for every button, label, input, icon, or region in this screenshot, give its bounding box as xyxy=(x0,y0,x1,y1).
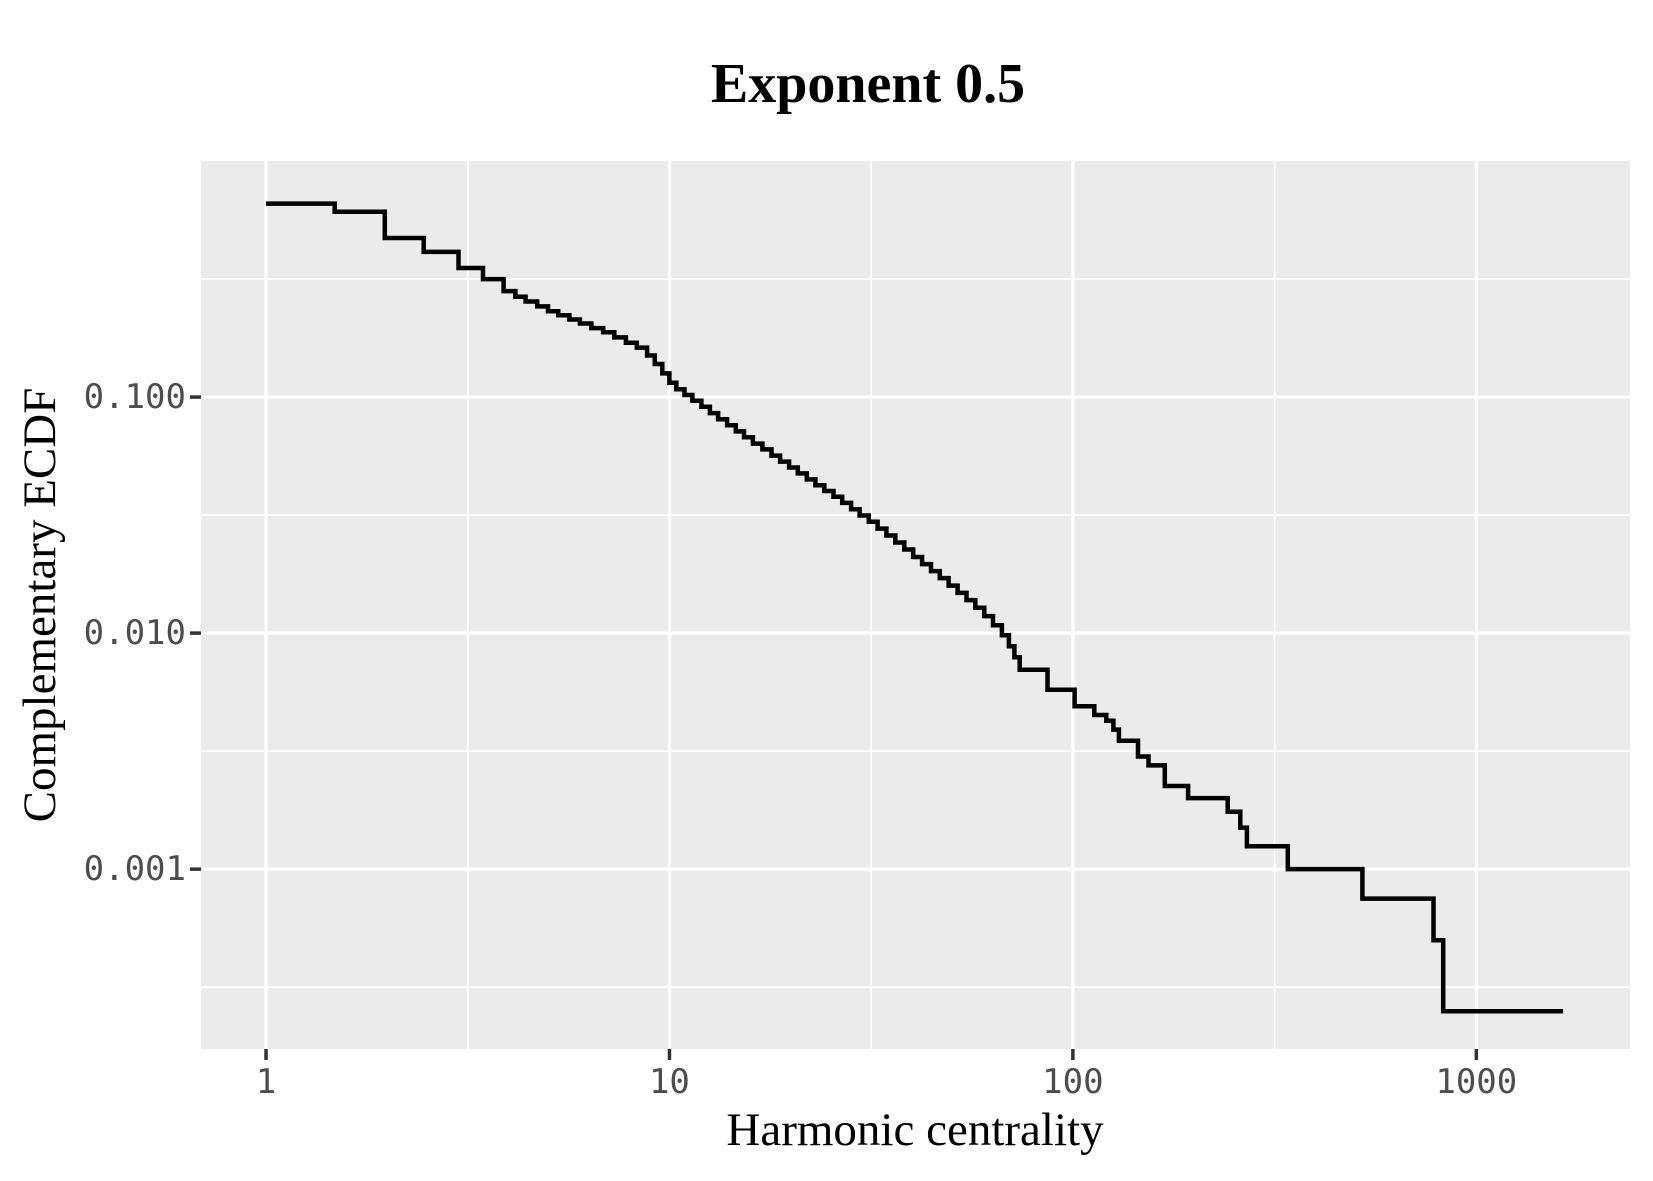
plot-panel xyxy=(201,161,1630,1049)
x-tick-label: 1000 xyxy=(1435,1062,1518,1102)
y-tick-label: 0.010 xyxy=(83,613,186,654)
x-tick-label: 1 xyxy=(255,1062,277,1102)
ccdf-curve xyxy=(266,201,1564,1014)
y-tick-label: 0.100 xyxy=(83,377,186,418)
y-axis-title: Complementary ECDF xyxy=(14,387,66,823)
x-axis-title: Harmonic centrality xyxy=(726,1104,1104,1156)
x-tick-label: 10 xyxy=(648,1062,690,1102)
y-tick-label: 0.001 xyxy=(83,849,186,890)
plot-title: Exponent 0.5 xyxy=(710,53,1026,115)
x-tick-label: 100 xyxy=(1042,1062,1104,1102)
